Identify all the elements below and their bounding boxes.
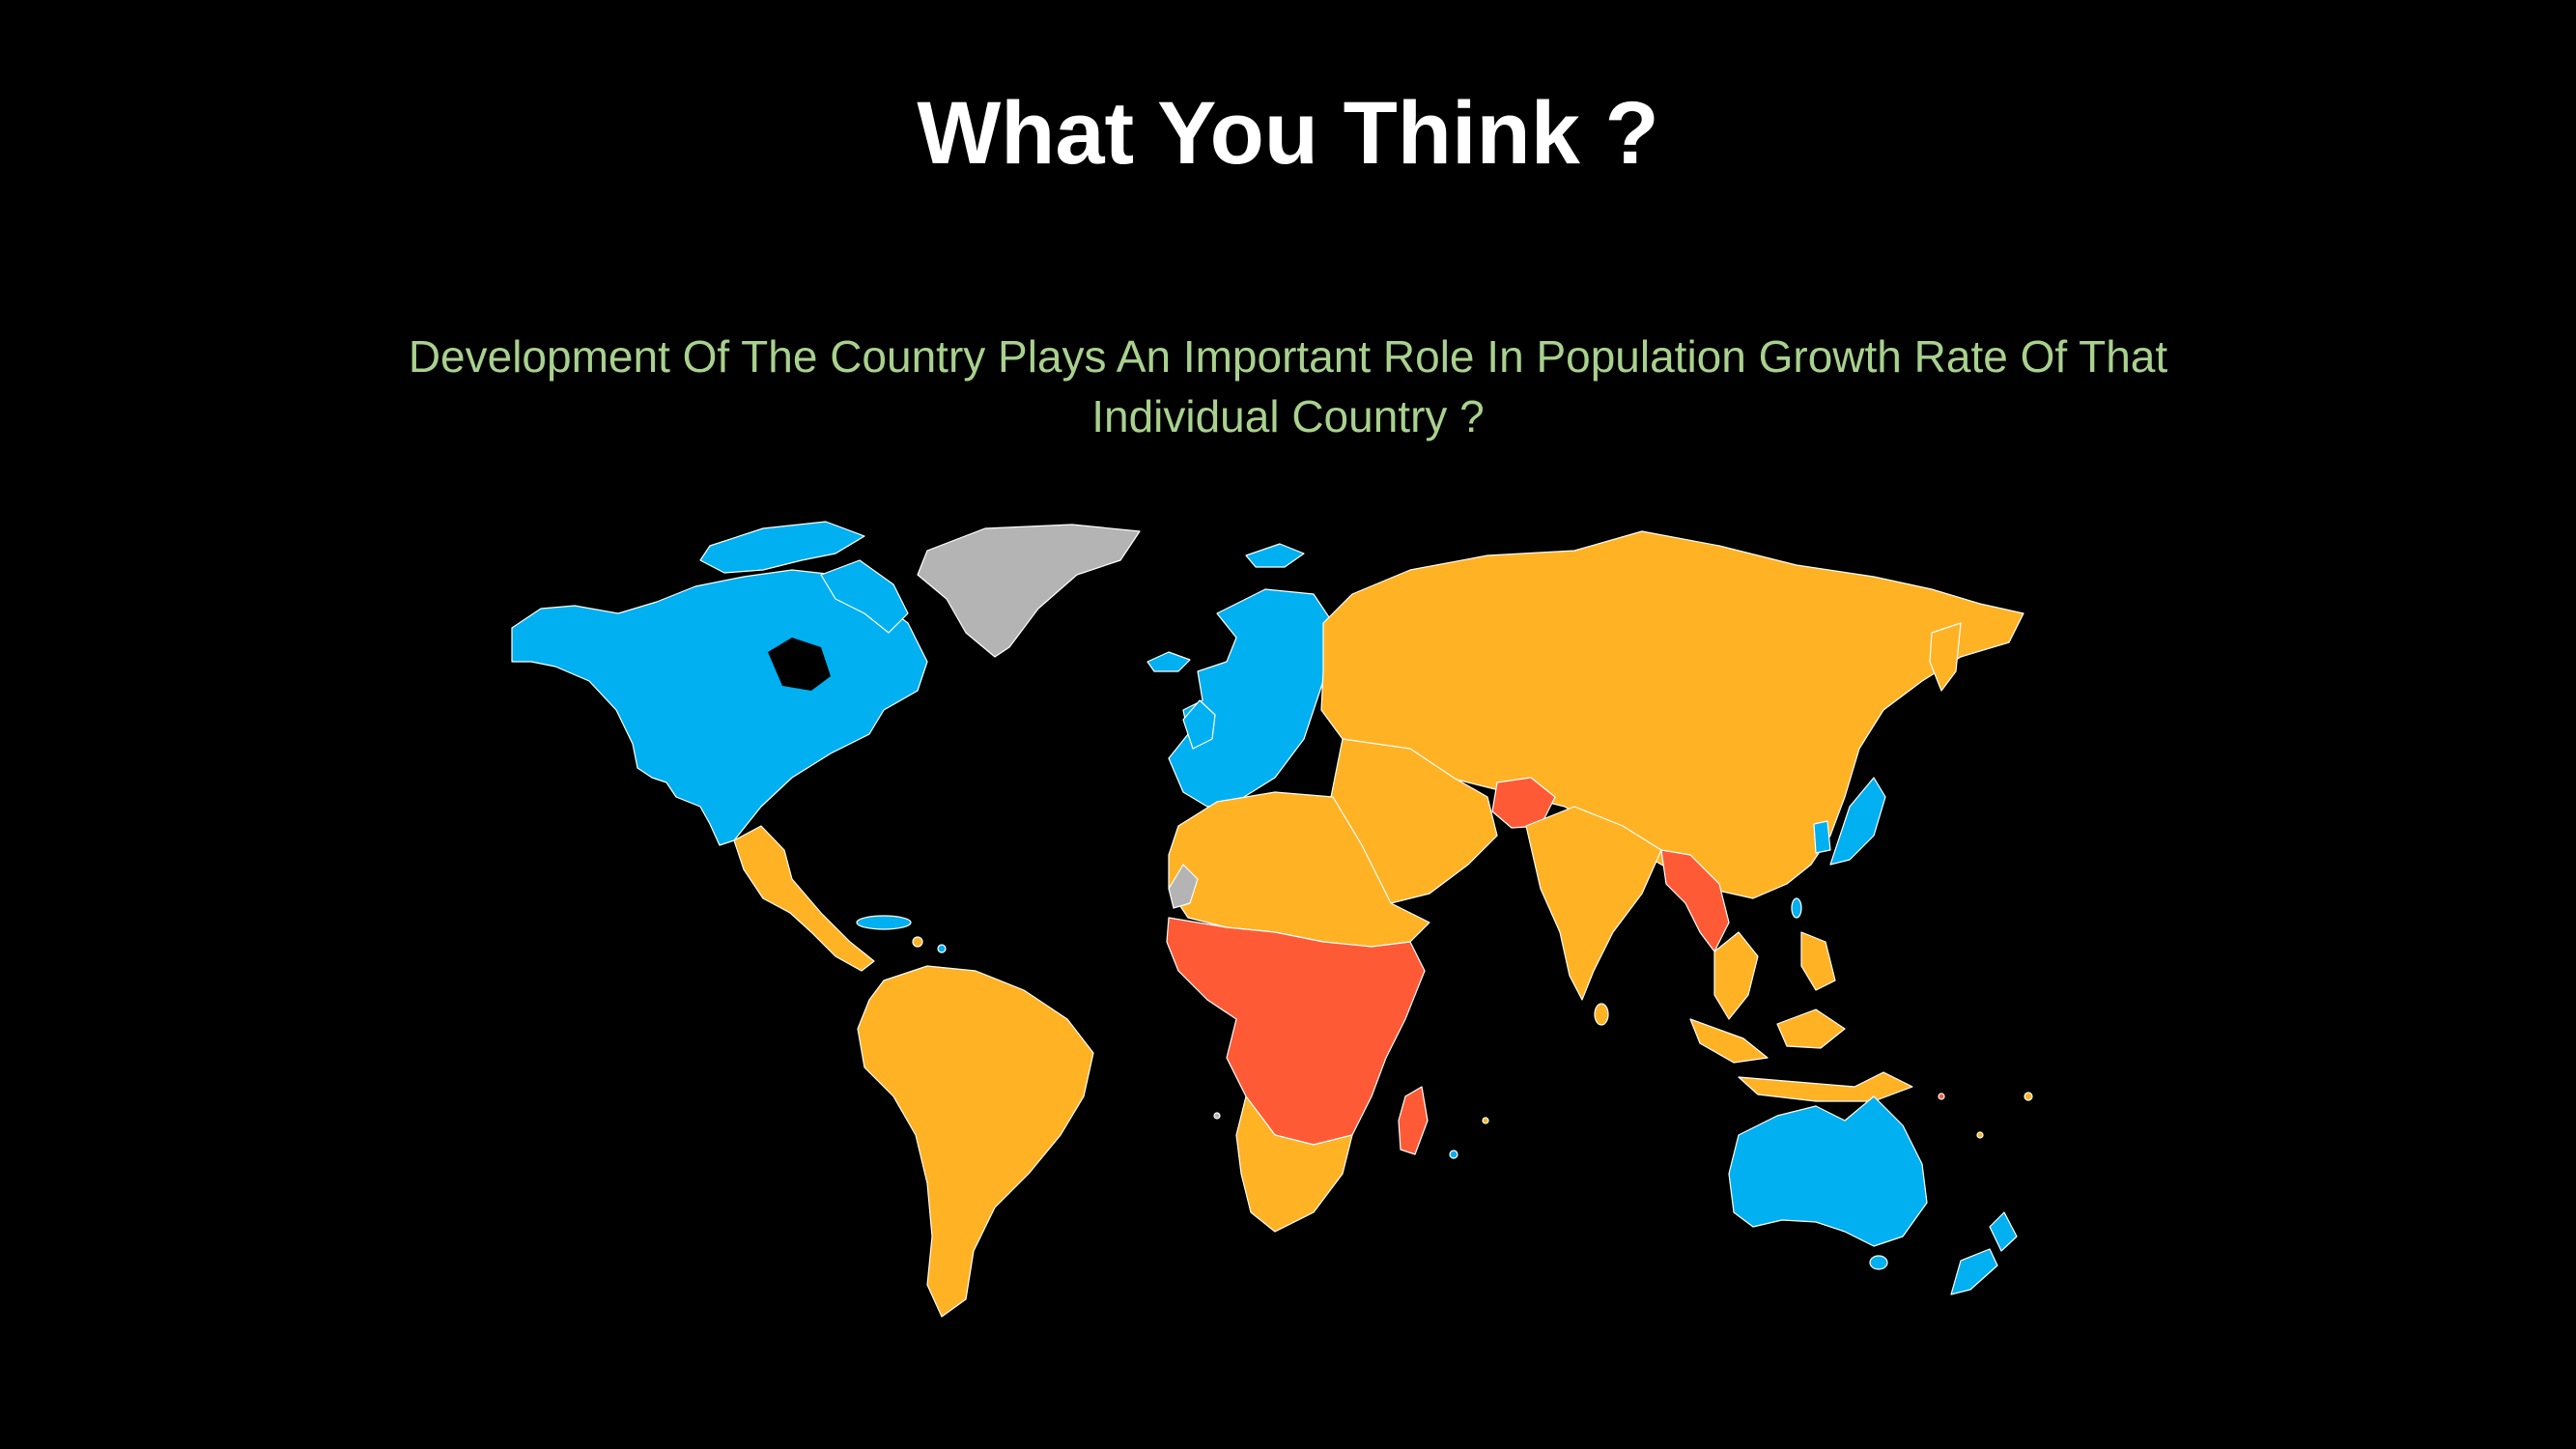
region-cuba <box>856 915 912 930</box>
region-western-europe <box>1168 588 1334 808</box>
slide-subtitle: Development Of The Country Plays An Impo… <box>290 327 2286 446</box>
region-new-zealand-north <box>1989 1211 2018 1252</box>
region-australia <box>1728 1095 1928 1247</box>
region-southern-africa <box>1235 1095 1353 1233</box>
region-north-america <box>511 569 928 846</box>
region-madagascar <box>1398 1086 1429 1155</box>
region-greenland <box>917 524 1141 658</box>
region-new-zealand-south <box>1950 1248 1998 1295</box>
region-southeast-asia <box>1713 931 1759 1020</box>
region-philippines <box>1800 931 1836 991</box>
subtitle-line-1: Development Of The Country Plays An Impo… <box>408 331 2168 382</box>
region-caribbean-1 <box>912 936 923 948</box>
region-taiwan <box>1791 897 1802 919</box>
region-sri-lanka <box>1594 1003 1609 1026</box>
region-island-3 <box>1938 1093 1945 1100</box>
region-indonesia-3 <box>1738 1071 1913 1102</box>
region-island-2 <box>1976 1131 1984 1139</box>
region-island-6 <box>1213 1112 1221 1120</box>
region-central-africa <box>1166 917 1426 1146</box>
region-korea <box>1813 820 1831 854</box>
region-indonesia-1 <box>1689 1018 1769 1064</box>
region-svalbard <box>1245 543 1305 568</box>
region-japan <box>1829 777 1886 866</box>
world-map <box>511 521 2033 1318</box>
region-island-1 <box>2024 1092 2033 1101</box>
region-caribbean-2 <box>937 944 947 953</box>
region-western-sahara <box>1168 864 1199 909</box>
region-uk <box>1182 699 1216 750</box>
region-island-4 <box>1449 1150 1458 1159</box>
region-iceland <box>1146 651 1191 672</box>
hudson-bay <box>768 638 831 691</box>
subtitle-line-2: Individual Country ? <box>1091 391 1485 441</box>
region-south-asia <box>1525 806 1662 1001</box>
region-baffin <box>820 559 909 634</box>
region-indonesia-2 <box>1776 1009 1846 1049</box>
region-arctic-islands <box>699 521 865 574</box>
region-central-america <box>733 825 875 972</box>
region-tasmania <box>1869 1255 1888 1270</box>
region-island-5 <box>1482 1117 1489 1124</box>
slide-title: What You Think ? <box>917 84 1659 183</box>
region-kamchatka <box>1929 622 1962 692</box>
region-south-america <box>857 965 1094 1318</box>
